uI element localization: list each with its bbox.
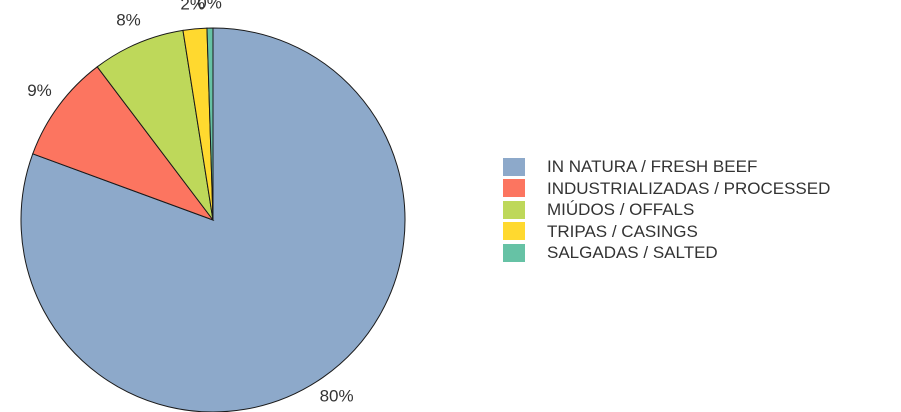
legend-item-salted: SALGADAS / SALTED (503, 242, 830, 264)
pie-slice-salted (206, 27, 214, 221)
legend-item-casings: TRIPAS / CASINGS (503, 221, 830, 243)
legend-swatch-processed (503, 179, 525, 198)
pie-label-fresh-beef: 80% (320, 387, 354, 406)
legend-label-salted: SALGADAS / SALTED (547, 243, 718, 263)
legend-item-offals: MIÚDOS / OFFALS (503, 199, 830, 221)
pie-slice-fresh-beef (20, 27, 406, 412)
legend-item-fresh-beef: IN NATURA / FRESH BEEF (503, 156, 830, 178)
legend-label-offals: MIÚDOS / OFFALS (547, 200, 695, 220)
legend-swatch-offals (503, 200, 525, 219)
legend-label-fresh-beef: IN NATURA / FRESH BEEF (547, 157, 758, 177)
pie-label-processed: 9% (27, 81, 52, 100)
legend-swatch-salted (503, 243, 525, 262)
legend-swatch-fresh-beef (503, 157, 525, 176)
legend-label-processed: INDUSTRIALIZADAS / PROCESSED (547, 178, 831, 198)
legend-item-processed: INDUSTRIALIZADAS / PROCESSED (503, 178, 830, 200)
pie-label-offals: 8% (116, 11, 141, 30)
pie-label-casings: 2% (180, 0, 205, 13)
legend: IN NATURA / FRESH BEEF INDUSTRIALIZADAS … (503, 156, 830, 264)
pie-slice-offals (96, 29, 214, 221)
legend-swatch-casings (503, 222, 525, 241)
pie-label-salted: 0% (197, 0, 222, 12)
pie-slice-processed (32, 66, 215, 222)
legend-label-casings: TRIPAS / CASINGS (547, 221, 698, 241)
